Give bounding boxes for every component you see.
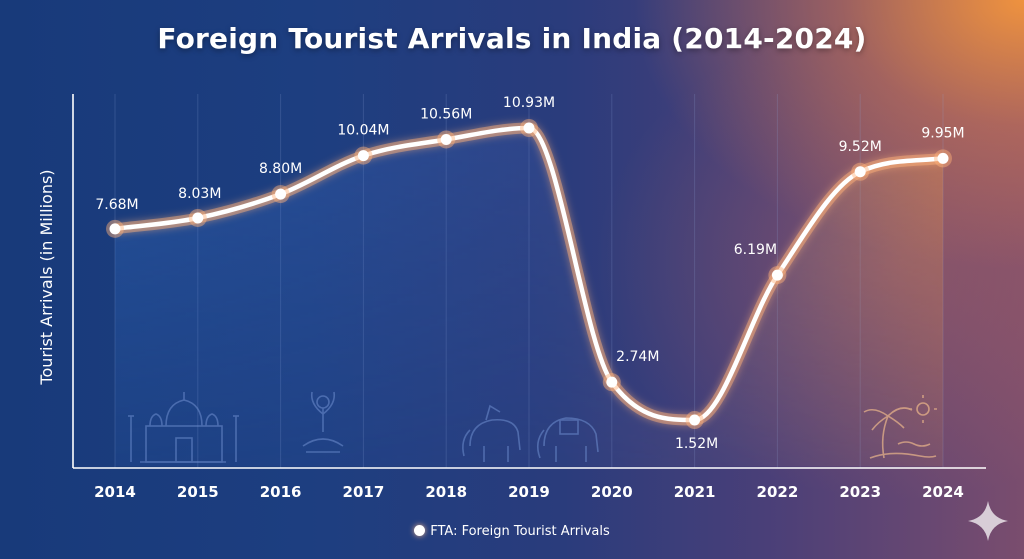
data-label-2021: 1.52M xyxy=(675,436,718,452)
taj-mahal-icon xyxy=(128,392,239,463)
data-label-2019: 10.93M xyxy=(503,95,555,111)
data-point-2023 xyxy=(851,162,870,181)
sparkle-icon xyxy=(968,501,1008,541)
data-label-2016: 8.80M xyxy=(259,161,302,177)
data-point-2024 xyxy=(934,149,952,168)
data-point-2022 xyxy=(768,266,787,285)
x-tick-label-2021: 2021 xyxy=(674,483,716,501)
data-point-dot xyxy=(357,150,369,162)
data-label-2018: 10.56M xyxy=(420,106,472,122)
data-point-dot xyxy=(854,166,866,178)
x-tick-label-2020: 2020 xyxy=(591,483,633,501)
data-point-dot xyxy=(192,212,204,224)
data-label-2024: 9.95M xyxy=(921,125,964,141)
data-label-2014: 7.68M xyxy=(95,197,138,213)
y-axis-label: Tourist Arrivals (in Millions) xyxy=(37,169,56,385)
data-points xyxy=(106,119,952,429)
data-point-2020 xyxy=(602,373,621,392)
data-point-2014 xyxy=(106,219,124,238)
x-tick-label-2018: 2018 xyxy=(425,483,467,501)
data-label-2017: 10.04M xyxy=(337,123,389,139)
x-tick-label-2016: 2016 xyxy=(260,483,302,501)
chart-title: Foreign Tourist Arrivals in India (2014-… xyxy=(157,22,867,55)
data-point-dot xyxy=(275,188,287,200)
legend-marker xyxy=(414,525,426,536)
area-fill xyxy=(115,128,943,466)
data-labels: 7.68M 8.03M 8.80M 10.04M 10.56M 10.93M 2.74M 1.… xyxy=(95,95,964,452)
data-point-dot xyxy=(109,223,121,235)
data-point-2019 xyxy=(520,119,538,137)
x-tick-label-2015: 2015 xyxy=(177,483,219,501)
x-tick-label-2014: 2014 xyxy=(94,483,136,501)
data-label-2015: 8.03M xyxy=(178,186,221,202)
legend-label: FTA: Foreign Tourist Arrivals xyxy=(430,524,610,539)
data-point-dot xyxy=(689,414,701,426)
data-label-2020: 2.74M xyxy=(616,349,659,365)
data-point-2016 xyxy=(271,185,290,204)
x-tick-labels: 2014 2015 2016 2017 2018 2019 2020 2021 2022 2023… xyxy=(94,483,964,501)
data-point-dot xyxy=(523,122,535,134)
data-point-2015 xyxy=(188,208,207,227)
x-tick-label-2022: 2022 xyxy=(757,483,799,501)
data-point-dot xyxy=(440,133,452,145)
palm-beach-sun-icon xyxy=(863,395,937,459)
x-tick-label-2017: 2017 xyxy=(343,483,385,501)
data-point-dot xyxy=(606,376,618,388)
data-label-2023: 9.52M xyxy=(839,139,882,155)
data-point-2018 xyxy=(437,130,456,149)
x-tick-label-2019: 2019 xyxy=(508,483,550,501)
data-point-2021 xyxy=(685,411,704,429)
data-point-dot xyxy=(937,152,949,164)
x-tick-label-2023: 2023 xyxy=(839,483,881,501)
data-point-dot xyxy=(771,269,783,281)
x-tick-label-2024: 2024 xyxy=(922,483,964,501)
elephant-icon xyxy=(462,404,599,462)
yoga-pose-icon xyxy=(302,391,344,453)
data-label-2022: 6.19M xyxy=(734,242,777,258)
data-point-2017 xyxy=(354,146,373,165)
legend: FTA: Foreign Tourist Arrivals xyxy=(0,524,1024,539)
